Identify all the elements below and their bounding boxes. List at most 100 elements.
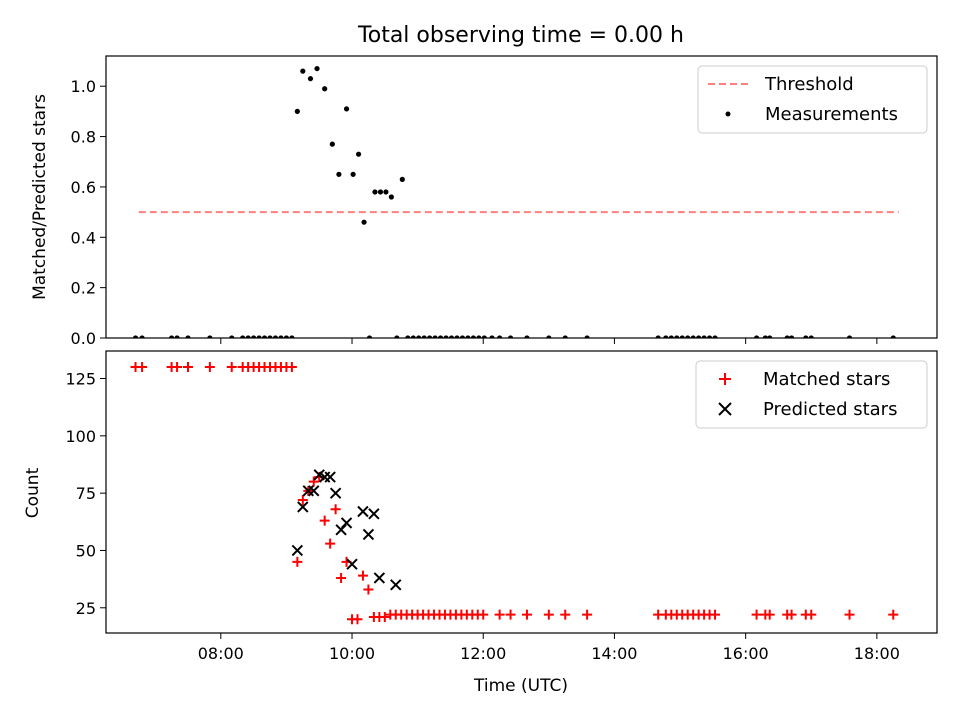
measurement-point	[706, 335, 713, 338]
measurement-point	[300, 68, 306, 74]
legend-threshold-label: Threshold	[764, 74, 854, 95]
measurement-point	[329, 141, 335, 147]
measurement-point	[497, 335, 503, 338]
matched-star-point	[183, 362, 194, 373]
matched-star-point	[505, 609, 516, 620]
legend-predicted-swatch	[718, 402, 732, 416]
bottom-plot-frame	[105, 350, 938, 634]
matched-star-point	[172, 362, 183, 373]
matched-star-point	[319, 515, 330, 526]
bottom-y-axis-label: Count	[23, 467, 43, 518]
matched-star-point	[330, 504, 341, 515]
measurement-point	[762, 335, 768, 338]
legend-matched-label: Matched stars	[763, 369, 890, 390]
matched-star-point	[786, 609, 797, 620]
measurement-point	[169, 335, 175, 338]
matched-star-point	[764, 609, 775, 620]
matched-star-point	[888, 609, 899, 620]
measurement-point	[372, 189, 378, 195]
bottom-x-tick-label: 10:00	[329, 644, 375, 663]
measurement-point	[361, 219, 367, 225]
measurement-point	[470, 335, 476, 338]
top-y-tick-label: 1.0	[71, 77, 96, 96]
matched-star-point	[379, 611, 390, 622]
measurement-point	[788, 335, 795, 338]
legend-predicted-label: Predicted stars	[763, 399, 897, 420]
bottom-legend: Matched stars Predicted stars	[695, 360, 928, 429]
measurement-point	[278, 335, 284, 338]
predicted-star-point	[340, 517, 353, 529]
matched-star-point	[710, 609, 721, 620]
measurement-point	[350, 171, 356, 177]
matched-star-point	[357, 570, 368, 581]
predicted-star-point	[346, 558, 358, 570]
matched-star-point	[336, 572, 347, 583]
measurement-point	[307, 76, 314, 82]
matched-star-point	[560, 609, 571, 620]
matched-star-point	[292, 556, 303, 567]
measurement-point	[289, 335, 295, 338]
measurement-point	[240, 335, 246, 338]
measurement-point	[283, 335, 290, 338]
matched-star-point	[286, 362, 297, 373]
top-y-tick-label: 0.4	[71, 228, 96, 247]
measurement-point	[421, 335, 427, 338]
matched-star-point	[582, 609, 593, 620]
predicted-star-point	[390, 579, 402, 591]
measurement-point	[546, 335, 552, 338]
bottom-y-tick-label: 75	[76, 484, 96, 503]
bottom-x-tick-label: 18:00	[854, 644, 900, 663]
predicted-star-point	[308, 485, 320, 497]
bottom-x-tick-label: 12:00	[460, 644, 506, 663]
measurement-point	[663, 335, 669, 338]
measurement-point	[343, 106, 350, 112]
measurement-point	[427, 335, 433, 338]
top-plot-frame	[105, 55, 938, 339]
predicted-star-point	[297, 501, 309, 513]
top-y-axis-label: Matched/Predicted stars	[30, 94, 50, 300]
top-legend-box	[697, 65, 928, 134]
predicted-star-point	[357, 505, 369, 518]
predicted-star-point	[373, 572, 386, 584]
measurement-point	[890, 335, 896, 338]
predicted-star-point	[324, 471, 336, 483]
measurement-point	[267, 335, 273, 338]
top-y-tick-label: 0.8	[71, 128, 96, 147]
measurement-point	[405, 335, 411, 338]
matched-star-point	[308, 476, 319, 487]
top-legend: Threshold Measurements	[697, 65, 928, 134]
measurement-point	[696, 335, 702, 338]
measurement-point	[432, 335, 438, 338]
measurement-point	[448, 335, 455, 338]
measurement-point	[679, 335, 685, 338]
matched-star-point	[494, 609, 505, 620]
bottom-ticks: 25 50 75 100 125 08:00 10:00 12:00 14:00 16:00 18:…	[65, 370, 899, 663]
matched-star-point	[297, 495, 308, 506]
measurement-point	[139, 335, 145, 338]
bottom-subplot: Count Time (UTC) 25 50 75 100 125 08:00 10:00 1…	[23, 350, 938, 696]
measurement-point	[465, 335, 471, 338]
predicted-star-point	[329, 487, 342, 499]
measurement-point	[443, 335, 449, 338]
measurement-point	[476, 335, 482, 338]
matched-star-point	[352, 614, 363, 625]
measurement-point	[355, 151, 362, 157]
matched-star-point	[204, 362, 215, 373]
measurement-point	[185, 335, 191, 338]
measurement-point	[261, 335, 268, 338]
measurement-point	[507, 335, 514, 338]
measurement-point	[668, 335, 674, 338]
measurement-point	[132, 335, 139, 338]
bottom-x-tick-label: 16:00	[723, 644, 769, 663]
matched-star-point	[806, 609, 817, 620]
measurement-point	[685, 335, 691, 338]
bottom-y-tick-label: 125	[65, 370, 96, 389]
measurement-point	[803, 335, 809, 338]
bottom-y-tick-label: 100	[65, 427, 96, 446]
predicted-star-point	[291, 544, 304, 557]
measurement-point	[674, 335, 680, 338]
measurement-point	[784, 335, 790, 338]
predicted-star-point	[368, 508, 380, 520]
measurement-point	[245, 335, 251, 338]
